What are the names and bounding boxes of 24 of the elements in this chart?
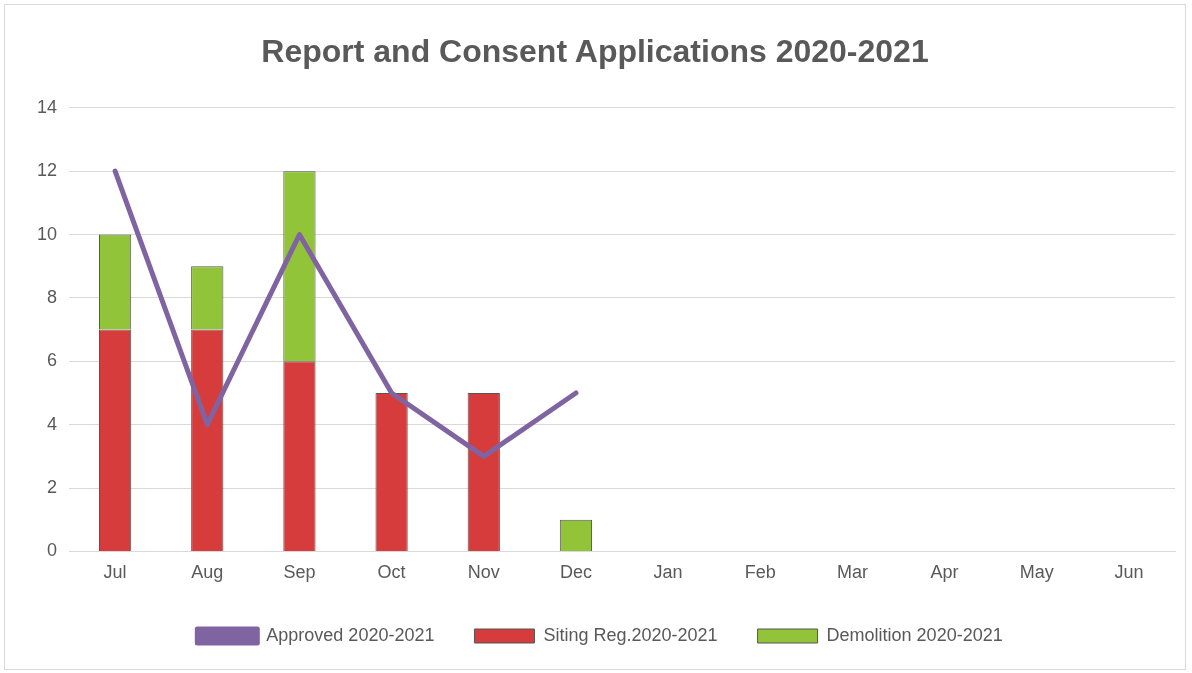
y-tick-label: 4 bbox=[47, 413, 58, 434]
x-tick-label: Feb bbox=[744, 562, 776, 583]
y-tick-label: 12 bbox=[36, 160, 58, 181]
x-tick-label: Nov bbox=[467, 562, 500, 583]
y-tick-label: 0 bbox=[47, 540, 58, 561]
x-tick-label: Jun bbox=[1114, 562, 1144, 583]
y-tick-label: 14 bbox=[36, 96, 58, 117]
legend-label: Demolition 2020-2021 bbox=[826, 624, 1003, 645]
legend-label: Siting Reg.2020-2021 bbox=[543, 624, 718, 645]
x-tick-label: Mar bbox=[836, 562, 868, 583]
y-tick-label: 10 bbox=[36, 223, 58, 244]
y-tick-label: 6 bbox=[47, 350, 58, 371]
x-tick-label: Sep bbox=[283, 562, 316, 583]
x-tick-label: Jul bbox=[103, 562, 127, 583]
x-tick-label: Aug bbox=[191, 562, 224, 583]
y-tick-label: 8 bbox=[47, 286, 58, 307]
chart-title: Report and Consent Applications 2020-2021 bbox=[260, 33, 930, 70]
x-tick-label: Apr bbox=[930, 562, 959, 583]
x-tick-label: May bbox=[1019, 562, 1054, 583]
y-tick-label: 2 bbox=[47, 477, 58, 497]
x-tick-label: Jan bbox=[653, 562, 683, 583]
legend-label: Approved 2020-2021 bbox=[266, 624, 435, 645]
x-tick-label: Dec bbox=[559, 562, 592, 583]
x-tick-label: Oct bbox=[377, 562, 406, 583]
